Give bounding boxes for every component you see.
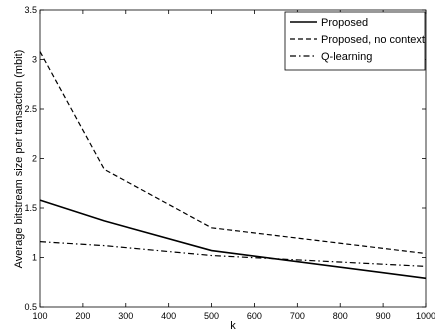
series-line-q-learning xyxy=(39,241,427,268)
legend-label-proposed: Proposed xyxy=(321,17,368,29)
x-tick-label: 200 xyxy=(75,311,90,321)
y-tick-label: 3 xyxy=(32,55,37,65)
y-tick-label: 2 xyxy=(32,154,37,164)
x-tick-label: 900 xyxy=(376,311,391,321)
ticks-group: 100 200 300 400 500 600 700 800 900 1000 0.5 1 1.5 2 2… xyxy=(24,5,435,321)
series-line-proposed-no-context xyxy=(39,51,427,255)
x-tick-label: 700 xyxy=(290,311,305,321)
y-tick-label: 2.5 xyxy=(24,104,37,114)
y-tick-label: 1 xyxy=(32,253,37,263)
y-tick-label: 0.5 xyxy=(24,302,37,312)
legend-label-q-learning: Q-learning xyxy=(321,51,372,63)
y-axis-label: Average bitstream size per transaction (… xyxy=(13,50,25,269)
y-tick-label: 1.5 xyxy=(24,203,37,213)
x-tick-label: 1000 xyxy=(416,311,435,321)
x-axis-label: k xyxy=(230,320,236,330)
x-tick-label: 300 xyxy=(118,311,133,321)
x-tick-label: 500 xyxy=(204,311,219,321)
x-tick-label: 100 xyxy=(32,311,47,321)
x-tick-label: 400 xyxy=(161,311,176,321)
series-line-proposed xyxy=(39,199,427,280)
legend: Proposed Proposed, no context Q-learning xyxy=(284,11,426,71)
x-tick-label: 800 xyxy=(333,311,348,321)
y-tick-label: 3.5 xyxy=(24,5,37,15)
x-tick-label: 600 xyxy=(247,311,262,321)
series-group xyxy=(39,51,427,280)
legend-label-proposed-no-context: Proposed, no context xyxy=(321,34,425,46)
